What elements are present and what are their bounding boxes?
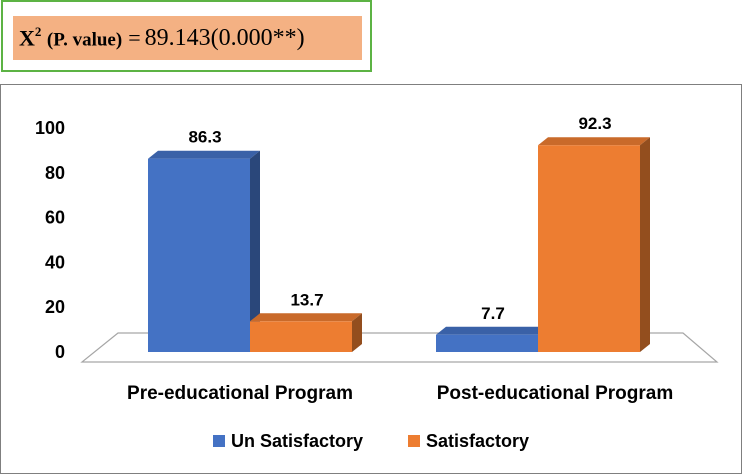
y-tick-label: 100: [35, 118, 65, 138]
bar-side: [640, 137, 650, 352]
category-label: Pre-educational Program: [127, 383, 353, 404]
bar-top: [148, 150, 260, 159]
data-label: 86.3: [188, 128, 221, 147]
category-label: Post-educational Program: [437, 383, 674, 404]
y-tick-label: 80: [45, 163, 65, 183]
bar-top: [538, 137, 650, 146]
bar: [538, 145, 640, 352]
y-tick-label: 0: [55, 342, 65, 362]
bar-top: [250, 313, 362, 322]
bar-side: [352, 313, 362, 352]
y-tick-label: 20: [45, 297, 65, 317]
data-label: 92.3: [578, 114, 611, 133]
stat-name: X2 (P. value): [19, 23, 123, 51]
bar: [436, 334, 538, 352]
bar: [250, 321, 352, 352]
legend-swatch: [408, 435, 420, 447]
stat-equals: =: [128, 25, 141, 50]
chi-square-label: X2 (P. value) = 89.143(0.000**): [13, 16, 362, 60]
y-tick-label: 40: [45, 252, 65, 272]
stat-value: 89.143(0.000**): [144, 24, 305, 51]
chi-square-box: X2 (P. value) = 89.143(0.000**): [1, 0, 372, 72]
legend-swatch: [213, 435, 225, 447]
data-label: 13.7: [290, 290, 323, 309]
bar-top: [436, 326, 548, 335]
legend-label: Un Satisfactory: [231, 431, 363, 451]
legend-label: Satisfactory: [426, 431, 529, 451]
bar: [148, 158, 250, 352]
y-tick-label: 60: [45, 208, 65, 228]
bar-side: [250, 150, 260, 352]
data-label: 7.7: [481, 304, 505, 323]
